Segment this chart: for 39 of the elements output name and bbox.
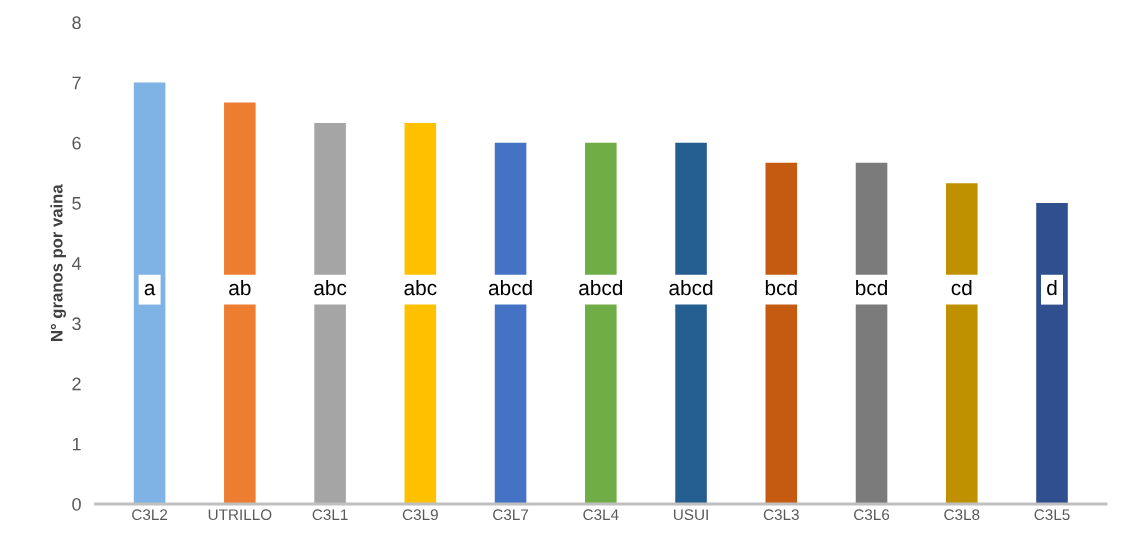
y-tick-label: 0: [72, 497, 81, 511]
annotation: a: [144, 283, 156, 296]
annotation: ab: [229, 279, 251, 296]
annotation: bcd: [856, 279, 887, 296]
bar: [945, 183, 978, 504]
bar: [404, 122, 437, 504]
y-tick-label: 8: [72, 16, 81, 30]
bar: [314, 122, 346, 504]
annotation: abc: [314, 279, 347, 296]
x-tick-label: C3L4: [583, 509, 619, 521]
x-tick-label: C3L9: [402, 509, 438, 521]
y-tick-label: 6: [72, 136, 81, 150]
bar: [224, 102, 256, 504]
x-tick-label: C3L2: [132, 509, 168, 521]
x-tick-label: C3L7: [493, 509, 529, 521]
annotation: abcd: [669, 279, 713, 296]
x-tick-label: USUI: [673, 509, 708, 521]
annotation: abcd: [488, 279, 532, 296]
y-tick-label: 2: [72, 377, 81, 391]
annotation: bcd: [765, 279, 797, 296]
annotation: abc: [404, 279, 437, 296]
bar: [765, 162, 798, 504]
y-tick-label: 5: [72, 197, 81, 210]
x-tick-label: C3L8: [944, 509, 980, 521]
y-tick-label: 7: [72, 76, 81, 90]
x-tick-label: C3L5: [1034, 509, 1070, 521]
annotation: cd: [951, 279, 972, 296]
x-tick-label: C3L1: [312, 509, 348, 521]
annotation: d: [1047, 279, 1057, 296]
annotation: abcd: [579, 279, 623, 296]
y-axis-title: N° granos por vaina: [50, 184, 66, 341]
bar: [133, 82, 166, 504]
y-tick-label: 4: [71, 257, 82, 270]
y-tick-label: 3: [72, 317, 81, 331]
y-tick-label: 1: [72, 437, 81, 451]
x-tick-label: C3L3: [763, 509, 799, 521]
bar: [1036, 203, 1068, 504]
x-tick-label: UTRILLO: [208, 509, 272, 521]
x-tick-label: C3L6: [854, 509, 890, 521]
